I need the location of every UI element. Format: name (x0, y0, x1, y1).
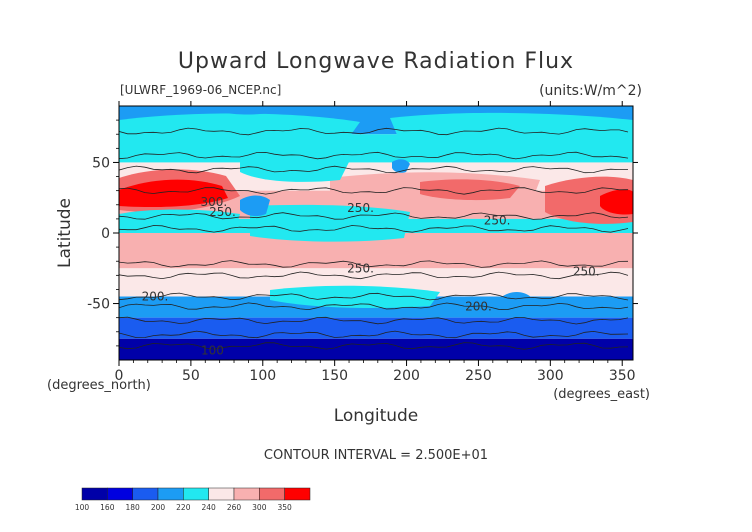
y-tick-label-50: 50 (92, 155, 110, 171)
sh-cyan-bulge (270, 285, 440, 308)
latitude-band-9 (119, 338, 633, 360)
colorbar-swatch-2 (132, 487, 159, 501)
arctic-cyan-region-east (390, 112, 633, 149)
colorbar-label-260: 260 (227, 503, 242, 512)
file-label: [ULWRF_1969-06_NCEP.nc] (120, 83, 281, 97)
colorbar-swatch-7 (259, 487, 285, 501)
contour-label-2: 250. (347, 201, 374, 215)
colorbar-label-220: 220 (176, 503, 191, 512)
contour-label-5: 250. (573, 264, 600, 278)
latitude-band-8 (119, 317, 633, 339)
y-tick-label-0: 0 (101, 226, 110, 242)
nh-hot-core-east (600, 189, 633, 215)
contour-line-9 (119, 302, 629, 311)
colorbar-swatch-6 (233, 487, 260, 501)
plot-area (119, 106, 633, 360)
colorbar-swatch-0 (81, 487, 108, 501)
contour-labels: 300.250. 250.250.250. 250.200.200.100 (142, 195, 600, 357)
x-tick-label-350: 350 (609, 368, 636, 384)
contour-line-3 (119, 187, 629, 195)
greenland-blue-spot (392, 159, 410, 173)
contour-label-7: 200. (465, 300, 492, 314)
contour-line-11 (119, 330, 629, 339)
colorbar-swatch-4 (183, 487, 209, 501)
colorbar-label-240: 240 (202, 503, 217, 512)
y-axis-label: Latitude (55, 198, 75, 268)
colorbar-label-300: 300 (252, 503, 267, 512)
contour-label-3: 250. (484, 214, 511, 228)
nh-warm-core-mid (420, 179, 520, 201)
arctic-blue-streak (226, 107, 276, 115)
contour-line-4 (119, 212, 629, 220)
contour-interval-text: CONTOUR INTERVAL = 2.500E+01 (264, 448, 488, 463)
colorbar-label-200: 200 (151, 503, 166, 512)
equatorial-cool-patch-west (119, 209, 240, 231)
x-tick-label-300: 300 (537, 368, 564, 384)
colorbar-swatch-5 (208, 487, 235, 501)
colorbar-label-100: 100 (75, 503, 90, 512)
colorbar-swatch-3 (157, 487, 184, 501)
contour-label-0: 300. (201, 195, 228, 209)
x-axis-units: (degrees_east) (553, 387, 650, 402)
y-tick-label--50: -50 (87, 297, 110, 313)
contour-label-1: 250. (209, 205, 236, 219)
contour-line-6 (119, 260, 629, 268)
colorbar-label-180: 180 (126, 503, 141, 512)
contour-lines (119, 127, 629, 350)
contour-line-8 (119, 292, 629, 301)
contour-line-12 (119, 342, 629, 350)
y-axis-ticks: -50 0 50 (87, 119, 638, 347)
contour-line-10 (119, 316, 629, 325)
x-tick-label-150: 150 (321, 368, 348, 384)
contour-line-7 (119, 271, 629, 280)
contour-line-5 (119, 225, 629, 233)
siberia-cyan-region (240, 149, 350, 182)
contour-line-2 (119, 165, 629, 174)
x-tick-label-100: 100 (249, 368, 276, 384)
contour-label-6: 200. (142, 290, 169, 304)
x-axis-ticks: 0 50 100 150 200 250 300 350 (115, 101, 636, 384)
contour-label-4: 250. (347, 262, 374, 276)
contour-line-0 (119, 127, 629, 136)
equatorial-cool-patch-mid (250, 204, 410, 242)
colorbar-label-160: 160 (100, 503, 115, 512)
contour-line-1 (119, 151, 629, 160)
contour-label-8: 100 (201, 343, 224, 357)
sh-blue-tongue (500, 292, 532, 314)
x-tick-label-50: 50 (182, 368, 200, 384)
chart-title: Upward Longwave Radiation Flux (178, 49, 574, 74)
units-label: (units:W/m^2) (539, 83, 642, 99)
y-axis-units: (degrees_north) (47, 378, 151, 393)
nh-hot-core-west (119, 179, 228, 208)
x-axis-label: Longitude (334, 406, 419, 426)
x-tick-label-0: 0 (115, 368, 124, 384)
x-tick-label-200: 200 (393, 368, 420, 384)
x-tick-label-250: 250 (465, 368, 492, 384)
colorbar-swatch-8 (284, 487, 311, 501)
colorbar-label-350: 350 (278, 503, 293, 512)
colorbar-swatch-1 (107, 487, 133, 501)
colorbar: 100 160 180 200 220 240 260 300 350 (75, 487, 311, 512)
tibet-blue-spot (240, 195, 270, 217)
